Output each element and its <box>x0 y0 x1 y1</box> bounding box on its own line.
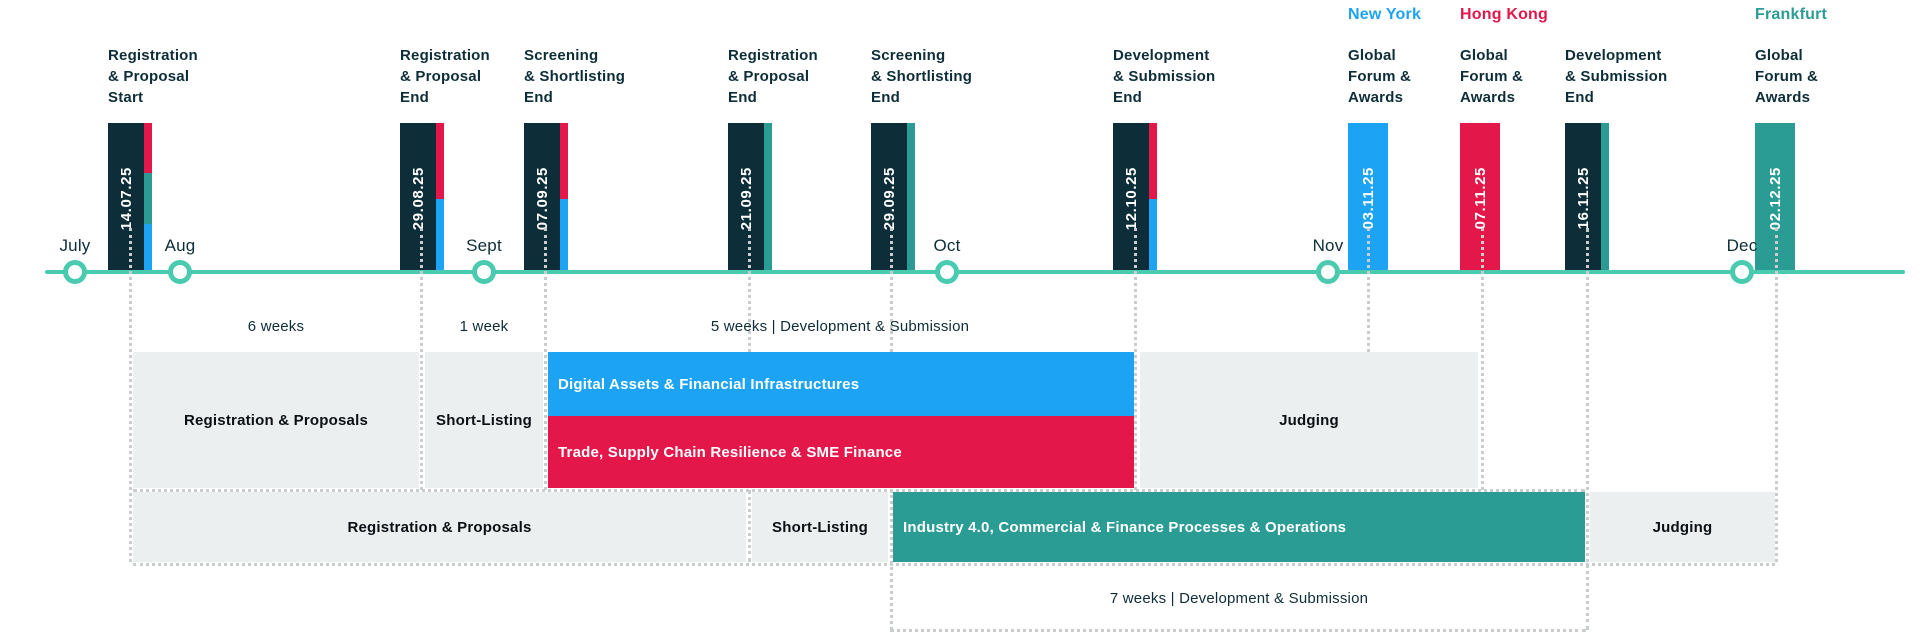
milestone-label: Registration & Proposal End <box>400 47 490 106</box>
city-label-new-york: New York <box>1348 6 1422 23</box>
track-bar-digital-assets: Digital Assets & Financial Infrastructur… <box>548 352 1134 416</box>
phase-band-registration-row1: Registration & Proposals <box>133 352 419 488</box>
milestone-label: Development & Submission End <box>1113 47 1216 106</box>
milestone-label: Registration & Proposal Start <box>108 47 198 106</box>
track-color-strip <box>764 123 772 274</box>
dotted-guideline <box>1586 228 1589 630</box>
phase-band-registration-row2: Registration & Proposals <box>133 492 746 562</box>
milestone-bar-29-08: 29.08.25 <box>400 123 444 274</box>
milestone-bar-21-09: 21.09.25 <box>728 123 772 274</box>
dotted-guideline <box>1134 228 1137 490</box>
milestone-label: Screening & Shortlisting End <box>524 47 626 106</box>
duration-label: 5 weeks | Development & Submission <box>710 318 970 335</box>
timeline-axis <box>45 270 1905 274</box>
milestone-label: Global Forum & Awards <box>1348 47 1412 106</box>
milestone-label: Registration & Proposal End <box>728 47 818 106</box>
month-tick <box>63 260 87 284</box>
month-label: Aug <box>164 236 196 255</box>
milestone-date: 29.08.25 <box>409 166 427 231</box>
month-tick <box>935 260 959 284</box>
milestone-date: 03.11.25 <box>1359 167 1377 230</box>
city-label-hong-kong: Hong Kong <box>1460 6 1548 23</box>
milestone-bar-16-11: 16.11.25 <box>1565 123 1609 274</box>
dotted-guideline <box>890 629 1586 632</box>
phase-band-shortlisting-row2: Short-Listing <box>752 492 888 562</box>
dotted-guideline <box>890 228 893 352</box>
month-tick <box>1316 260 1340 284</box>
dotted-guideline <box>420 228 423 490</box>
duration-label: 6 weeks <box>247 318 305 335</box>
milestone-label: Screening & Shortlisting End <box>871 47 973 106</box>
milestone-bar-07-11: 07.11.25 <box>1460 123 1500 274</box>
dotted-guideline <box>1775 228 1778 562</box>
month-label: Oct <box>933 236 961 255</box>
milestone-date: 16.11.25 <box>1574 167 1592 230</box>
dotted-guideline <box>544 228 547 490</box>
milestone-bar-14-07: 14.07.25 <box>108 123 152 274</box>
track-color-strip <box>436 123 444 274</box>
dotted-guideline <box>133 563 1775 566</box>
track-bars-row1: Digital Assets & Financial Infrastructur… <box>548 352 1134 488</box>
track-color-strip <box>1601 123 1609 274</box>
milestone-date: 29.09.25 <box>880 166 898 231</box>
track-color-strip <box>560 123 568 274</box>
month-tick <box>168 260 192 284</box>
month-label: July <box>59 236 91 255</box>
track-color-strip <box>907 123 915 274</box>
phase-band-judging-row1: Judging <box>1140 352 1478 488</box>
milestone-date: 12.10.25 <box>1122 166 1140 231</box>
duration-label: 1 week <box>459 318 509 335</box>
month-label: Dec <box>1726 236 1758 255</box>
dotted-guideline <box>748 490 751 562</box>
city-label-frankfurt: Frankfurt <box>1755 6 1828 23</box>
milestone-date: 07.11.25 <box>1471 167 1489 230</box>
milestone-date: 07.09.25 <box>533 166 551 231</box>
month-label: Nov <box>1312 236 1344 255</box>
milestone-date: 21.09.25 <box>737 166 755 231</box>
track-color-strip <box>144 123 152 274</box>
milestone-bar-12-10: 12.10.25 <box>1113 123 1157 274</box>
milestone-label: Global Forum & Awards <box>1460 47 1524 106</box>
track-bars-row2: Industry 4.0, Commercial & Finance Proce… <box>893 492 1585 562</box>
milestone-bar-07-09: 07.09.25 <box>524 123 568 274</box>
dotted-guideline <box>1481 228 1484 490</box>
dotted-guideline <box>890 490 893 630</box>
milestone-label: Development & Submission End <box>1565 47 1668 106</box>
phase-band-judging-row2: Judging <box>1590 492 1775 562</box>
track-bar-industry-4-0: Industry 4.0, Commercial & Finance Proce… <box>893 492 1585 562</box>
month-tick <box>1730 260 1754 284</box>
month-label: Sept <box>466 236 502 255</box>
dotted-guideline <box>133 489 1585 492</box>
phase-band-shortlisting-row1: Short-Listing <box>425 352 543 488</box>
dotted-guideline <box>748 228 751 352</box>
milestone-date: 14.07.25 <box>117 166 135 231</box>
track-color-strip <box>1149 123 1157 274</box>
milestone-bar-29-09: 29.09.25 <box>871 123 915 274</box>
dotted-guideline <box>1367 228 1370 352</box>
milestone-label: Global Forum & Awards <box>1755 47 1819 106</box>
milestone-date: 02.12.25 <box>1766 166 1784 231</box>
month-tick <box>472 260 496 284</box>
track-bar-trade-sme-finance: Trade, Supply Chain Resilience & SME Fin… <box>548 416 1134 488</box>
dotted-guideline <box>129 228 132 562</box>
duration-label: 7 weeks | Development & Submission <box>1109 590 1369 607</box>
